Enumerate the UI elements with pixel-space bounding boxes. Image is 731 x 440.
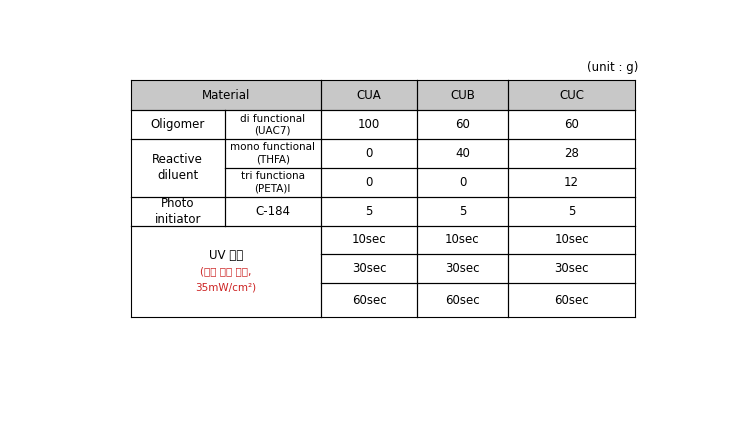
Bar <box>321 168 417 197</box>
Text: di functional
(UAC7): di functional (UAC7) <box>240 114 306 136</box>
Bar <box>508 254 635 283</box>
Text: 0: 0 <box>366 176 373 189</box>
Text: 5: 5 <box>459 205 466 218</box>
Text: 5: 5 <box>366 205 373 218</box>
Bar <box>321 283 417 317</box>
Text: 10sec: 10sec <box>554 234 588 246</box>
Text: Photo
initiator: Photo initiator <box>154 197 201 226</box>
Bar <box>321 226 417 254</box>
Text: CUA: CUA <box>357 88 382 102</box>
Bar <box>321 254 417 283</box>
Text: (고압 수은 램프,: (고압 수은 램프, <box>200 266 251 276</box>
Text: 10sec: 10sec <box>445 234 480 246</box>
Text: 35mW/cm²): 35mW/cm²) <box>195 282 257 293</box>
Bar <box>417 226 508 254</box>
Bar <box>131 197 224 226</box>
Bar <box>321 110 417 139</box>
Text: mono functional
(THFA): mono functional (THFA) <box>230 143 315 165</box>
Bar <box>224 197 321 226</box>
Text: 60sec: 60sec <box>445 293 480 307</box>
Text: C-184: C-184 <box>255 205 290 218</box>
Text: 10sec: 10sec <box>352 234 386 246</box>
Bar <box>417 254 508 283</box>
Text: 0: 0 <box>459 176 466 189</box>
Text: 60: 60 <box>455 118 470 131</box>
Bar <box>417 110 508 139</box>
Text: CUB: CUB <box>450 88 475 102</box>
Text: 60: 60 <box>564 118 579 131</box>
Bar <box>417 80 508 110</box>
Bar <box>224 168 321 197</box>
Text: 28: 28 <box>564 147 579 160</box>
Bar <box>508 226 635 254</box>
Bar <box>224 139 321 168</box>
Text: 12: 12 <box>564 176 579 189</box>
Text: tri functiona
(PETA)l: tri functiona (PETA)l <box>240 171 305 194</box>
Text: 40: 40 <box>455 147 470 160</box>
Bar <box>131 226 321 317</box>
Bar <box>417 197 508 226</box>
Text: 100: 100 <box>358 118 380 131</box>
Bar <box>131 139 224 197</box>
Bar <box>508 283 635 317</box>
Bar <box>508 168 635 197</box>
Bar <box>131 80 321 110</box>
Bar <box>417 283 508 317</box>
Bar <box>508 110 635 139</box>
Bar <box>224 110 321 139</box>
Text: 60sec: 60sec <box>352 293 386 307</box>
Text: 30sec: 30sec <box>554 262 588 275</box>
Text: 60sec: 60sec <box>554 293 588 307</box>
Text: Oligomer: Oligomer <box>151 118 205 131</box>
Bar <box>508 139 635 168</box>
Text: CUC: CUC <box>559 88 584 102</box>
Text: 30sec: 30sec <box>352 262 386 275</box>
Bar <box>508 80 635 110</box>
Bar <box>508 197 635 226</box>
Text: UV 강도: UV 강도 <box>209 249 243 261</box>
Bar <box>131 110 224 139</box>
Text: 5: 5 <box>568 205 575 218</box>
Bar <box>321 80 417 110</box>
Text: (unit : g): (unit : g) <box>587 61 638 74</box>
Text: 0: 0 <box>366 147 373 160</box>
Text: Material: Material <box>202 88 250 102</box>
Bar <box>417 139 508 168</box>
Bar <box>321 139 417 168</box>
Text: Reactive
diluent: Reactive diluent <box>152 154 203 183</box>
Bar <box>417 168 508 197</box>
Bar <box>321 197 417 226</box>
Text: 30sec: 30sec <box>445 262 480 275</box>
